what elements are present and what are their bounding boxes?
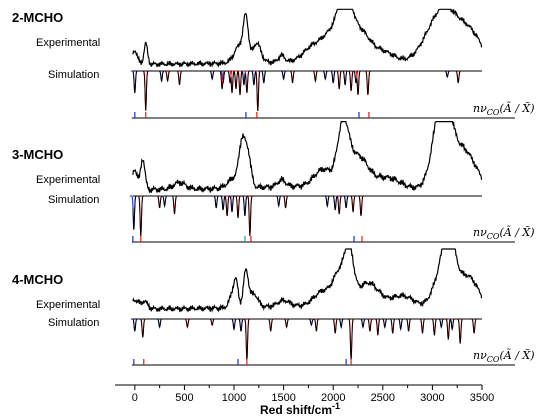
experimental-label: Experimental — [36, 174, 100, 186]
experimental-trace — [132, 248, 483, 313]
x-tick-label: 500 — [175, 392, 193, 404]
progression-annotation: nνCO(Ã / X̃) — [473, 101, 535, 117]
simulation-label: Simulation — [48, 194, 99, 206]
experimental-label: Experimental — [36, 37, 100, 49]
x-tick-label: 1000 — [222, 392, 246, 404]
experimental-label: Experimental — [36, 299, 100, 311]
x-axis: 0 500 1000 1500 2000 2500 3000 3500 — [115, 384, 494, 404]
panel-label: 2-MCHO — [12, 10, 63, 25]
progression-annotation: nνCO(Ã / X̃) — [473, 225, 535, 241]
x-axis-title: Red shift/cm-1 — [260, 401, 340, 417]
x-tick-label: 2000 — [321, 392, 345, 404]
x-tick-label: 3000 — [420, 392, 444, 404]
x-tick-label: 1500 — [271, 392, 295, 404]
simulation-envelope — [132, 318, 482, 361]
simulation-envelope — [132, 70, 482, 112]
progression-annotation: nνCO(Ã / X̃) — [473, 348, 535, 364]
panel-4-mcho: 4-MCHO Experimental Simulation nνCO(Ã / X̃) — [12, 248, 535, 366]
panel-2-mcho: 2-MCHO Experimental Simulation nνCO(Ã / X̃) — [12, 8, 535, 119]
panel-label: 4-MCHO — [12, 272, 63, 287]
x-tick-label: 0 — [132, 392, 138, 404]
experimental-trace — [132, 8, 483, 68]
simulation-envelope — [132, 195, 482, 237]
x-tick-label: 3500 — [470, 392, 494, 404]
panel-label: 3-MCHO — [12, 147, 63, 162]
x-tick-label: 2500 — [371, 392, 395, 404]
experimental-trace — [132, 120, 483, 194]
simulation-label: Simulation — [48, 317, 99, 329]
simulation-label: Simulation — [48, 69, 99, 81]
panel-3-mcho: 3-MCHO Experimental Simulation nνCO(Ã / X̃) — [12, 120, 535, 243]
